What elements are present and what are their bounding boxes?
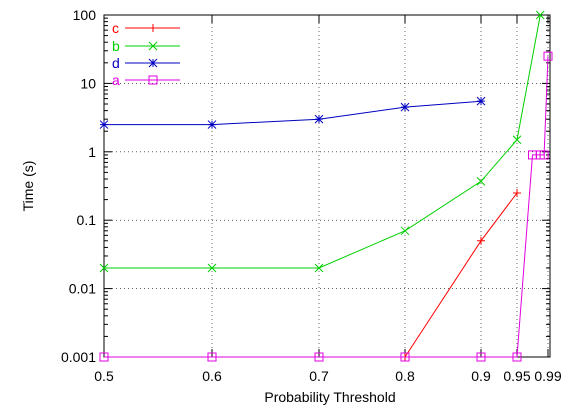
y-tick-label: 100	[73, 7, 97, 23]
data-point-d	[400, 102, 410, 112]
data-point-b	[314, 263, 324, 273]
y-tick-label: 0.001	[61, 349, 96, 365]
y-axis-title: Time (s)	[20, 161, 36, 212]
data-point-c	[477, 236, 485, 245]
legend-marker-b	[148, 41, 158, 51]
data-point-b	[99, 263, 109, 273]
y-tick-label: 10	[80, 75, 96, 91]
data-point-b	[535, 10, 545, 20]
series-b	[99, 10, 545, 273]
data-point-a	[476, 352, 486, 362]
data-point-a	[539, 150, 549, 160]
x-tick-label: 0.5	[94, 368, 114, 384]
legend-marker-c	[149, 24, 157, 32]
data-point-d	[314, 114, 324, 124]
legend-label-b: b	[112, 38, 120, 54]
legend-label-d: d	[112, 55, 120, 71]
data-point-d	[99, 120, 109, 129]
x-tick-label: 0.8	[395, 368, 415, 384]
legend-marker-d	[148, 58, 158, 68]
x-tick-label: 0.7	[309, 368, 329, 384]
x-tick-label: 0.9	[471, 368, 491, 384]
x-tick-label: 0.99	[534, 368, 561, 384]
y-tick-label: 0.1	[77, 212, 97, 228]
data-point-b	[512, 135, 522, 145]
data-point-a	[543, 51, 553, 61]
data-point-b	[476, 176, 486, 186]
x-tick-label: 0.95	[503, 368, 530, 384]
legend-label-c: c	[112, 20, 119, 36]
data-point-a	[400, 352, 410, 362]
data-point-a	[512, 352, 522, 362]
series-a	[99, 51, 553, 362]
data-point-a	[99, 352, 109, 362]
data-point-d	[476, 96, 486, 106]
data-point-b	[400, 226, 410, 236]
data-point-a	[207, 352, 217, 362]
series-d	[99, 96, 486, 129]
data-point-b	[207, 263, 217, 273]
x-tick-label: 0.6	[202, 368, 222, 384]
grid	[104, 15, 550, 357]
legend-marker-a	[148, 75, 158, 85]
data-point-c	[513, 188, 521, 197]
y-tick-label: 0.01	[69, 281, 96, 297]
x-axis-title: Probability Threshold	[264, 389, 395, 405]
data-point-a	[314, 352, 324, 362]
y-tick-label: 1	[88, 144, 96, 160]
series-layer	[99, 10, 553, 362]
series-line-a	[104, 56, 549, 358]
data-point-d	[207, 120, 217, 129]
legend-label-a: a	[112, 72, 120, 88]
